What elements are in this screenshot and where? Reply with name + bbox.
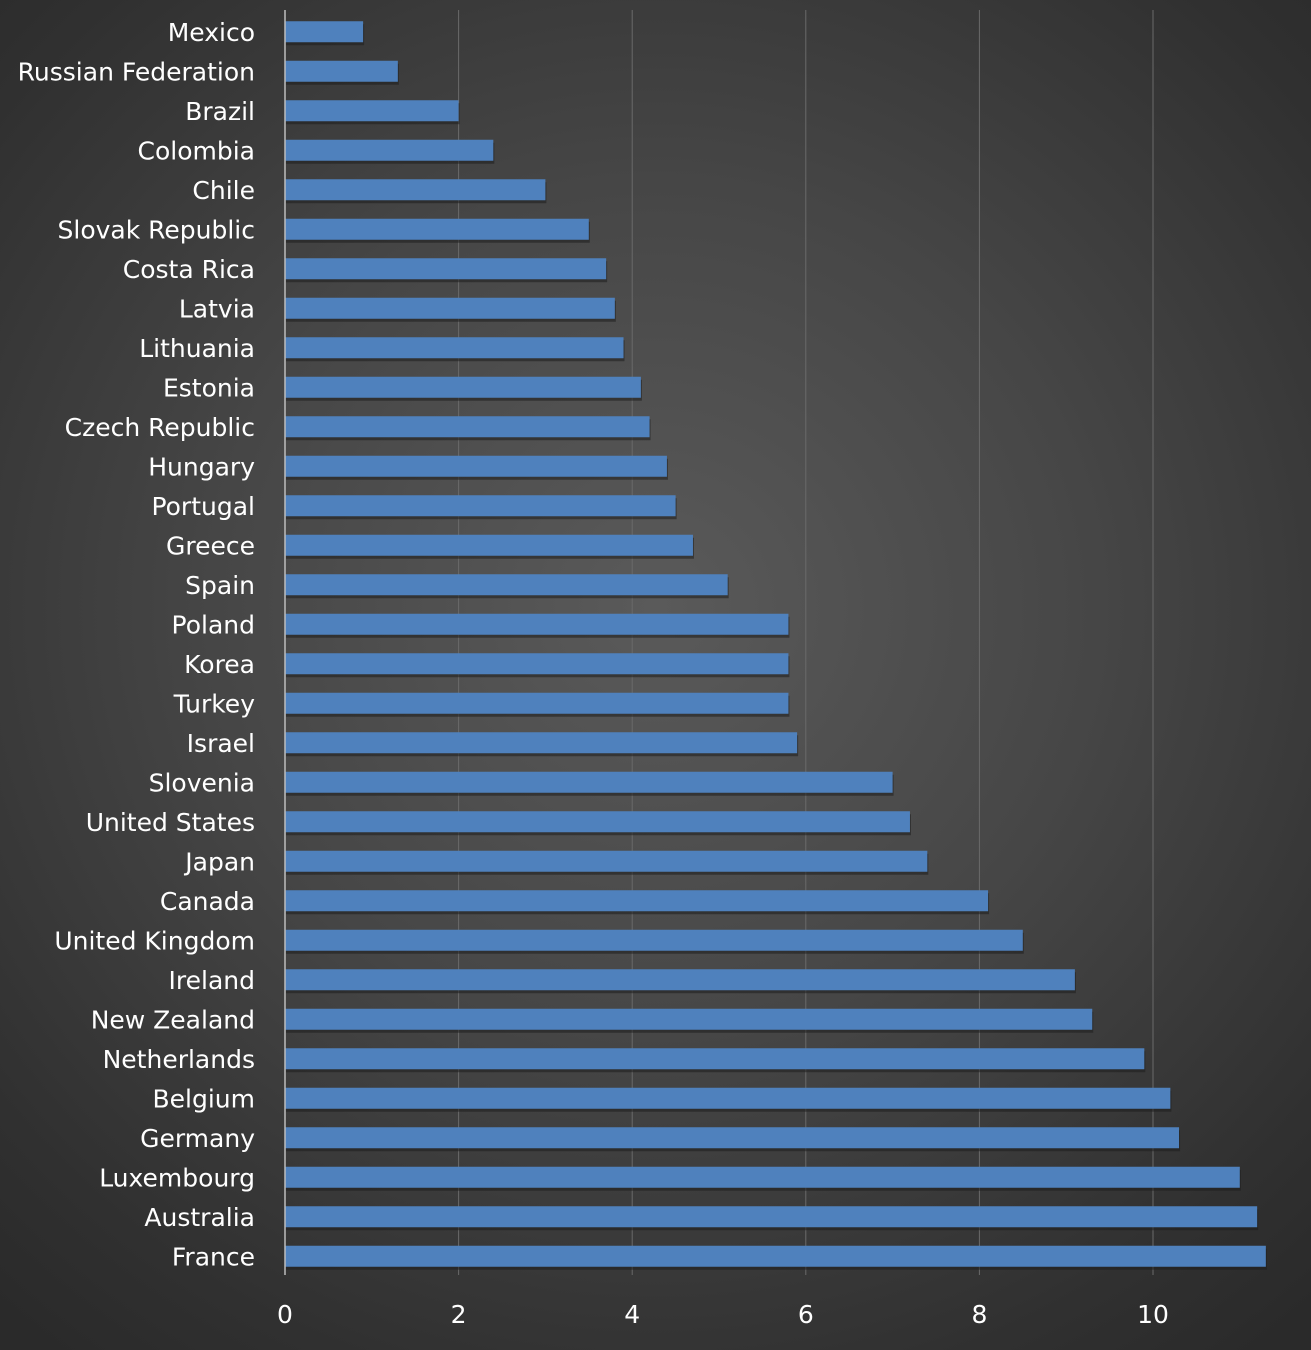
category-label: Turkey [173, 689, 256, 718]
bar-germany [285, 1127, 1180, 1149]
category-label: Luxembourg [99, 1163, 255, 1192]
category-label: Portugal [151, 492, 255, 521]
category-label: Chile [192, 176, 255, 205]
bar-belgium [285, 1087, 1171, 1109]
category-label: Japan [183, 847, 255, 876]
category-label: United Kingdom [54, 926, 255, 955]
category-label: Canada [160, 887, 255, 916]
bar-turkey [285, 692, 789, 714]
bar-korea [285, 653, 789, 675]
category-label: Lithuania [139, 334, 255, 363]
bar-portugal [285, 495, 676, 517]
x-tick-labels: 0 2 4 6 8 10 [277, 1300, 1169, 1329]
category-label: Costa Rica [123, 255, 255, 284]
bar-latvia [285, 297, 615, 319]
category-labels: Mexico Russian Federation Brazil Colombia Ch… [18, 18, 256, 1272]
category-label: United States [86, 808, 255, 837]
bar-costa-rica [285, 258, 607, 280]
category-label: Colombia [138, 136, 255, 165]
category-label: Israel [187, 729, 255, 758]
category-label: Germany [140, 1124, 255, 1153]
category-label: Netherlands [103, 1045, 255, 1074]
category-label: New Zealand [91, 1005, 255, 1034]
bar-slovenia [285, 771, 893, 793]
bar-netherlands [285, 1048, 1145, 1070]
bar-israel [285, 732, 798, 754]
x-tick-label: 6 [798, 1300, 814, 1329]
category-label: Estonia [163, 373, 255, 402]
category-label: Slovenia [149, 768, 255, 797]
bar-colombia [285, 139, 494, 161]
bar-slovak-republic [285, 218, 589, 240]
category-label: Mexico [168, 18, 255, 47]
category-label: Brazil [185, 97, 255, 126]
category-label: Slovak Republic [58, 215, 256, 244]
x-tick-label: 8 [971, 1300, 987, 1329]
x-tick-label: 0 [277, 1300, 293, 1329]
bar-poland [285, 613, 789, 635]
category-label: Poland [172, 610, 255, 639]
category-label: Australia [144, 1203, 255, 1232]
category-label: Spain [185, 571, 255, 600]
bar-greece [285, 534, 693, 556]
bar-brazil [285, 100, 459, 122]
bar-chile [285, 179, 546, 201]
x-tick-label: 2 [451, 1300, 467, 1329]
gridlines [458, 10, 1154, 1275]
bar-lithuania [285, 337, 624, 359]
bar-france [285, 1245, 1266, 1267]
category-label: Belgium [153, 1084, 256, 1113]
category-label: Ireland [169, 966, 255, 995]
bar-mexico [285, 21, 364, 43]
category-label: Korea [184, 650, 255, 679]
bar-estonia [285, 376, 641, 398]
category-label: Hungary [148, 452, 255, 481]
bars [285, 21, 1267, 1270]
x-tick-label: 10 [1137, 1300, 1169, 1329]
category-label: Latvia [179, 294, 255, 323]
bar-spain [285, 574, 728, 596]
bar-luxembourg [285, 1166, 1240, 1188]
category-label: France [172, 1242, 255, 1271]
bar-russian-federation [285, 60, 398, 82]
bar-new-zealand [285, 1008, 1093, 1030]
bar-united-kingdom [285, 929, 1023, 951]
bar-czech-republic [285, 416, 650, 438]
bar-hungary [285, 455, 667, 477]
category-label: Russian Federation [18, 57, 255, 86]
bar-ireland [285, 969, 1075, 991]
category-label: Greece [166, 531, 255, 560]
bar-canada [285, 890, 989, 912]
bar-japan [285, 850, 928, 872]
x-tick-label: 4 [624, 1300, 640, 1329]
bar-australia [285, 1206, 1258, 1228]
bar-united-states [285, 811, 910, 833]
category-label: Czech Republic [65, 413, 255, 442]
